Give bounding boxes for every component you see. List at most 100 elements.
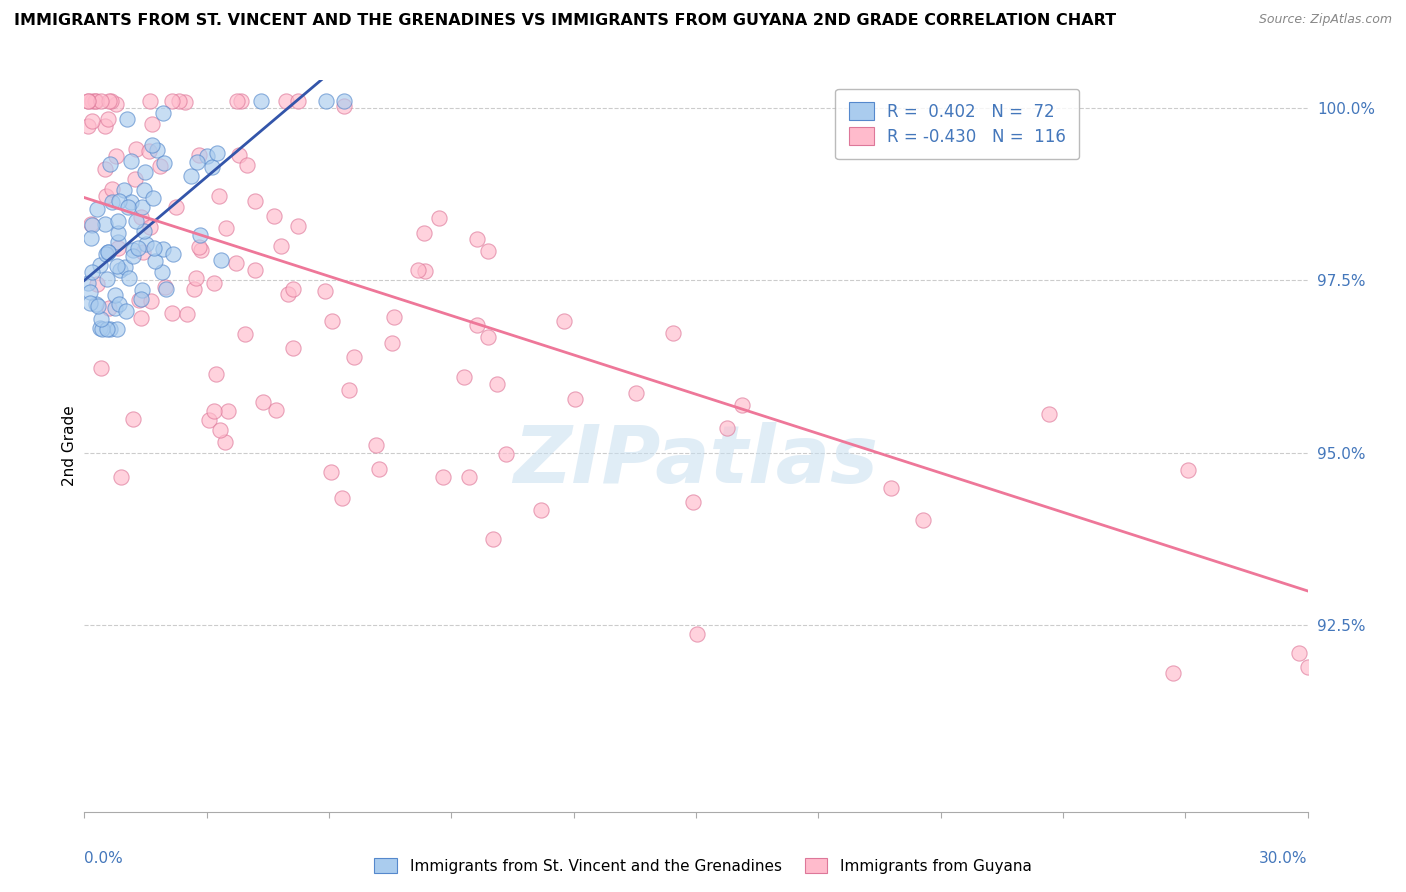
Point: [1296, 659, 1319, 673]
Point: [79, 285, 101, 299]
Point: [252, 395, 274, 409]
Point: [367, 461, 389, 475]
Point: [94, 217, 117, 231]
Point: [250, 94, 273, 108]
Point: [84, 296, 107, 310]
Point: [225, 255, 247, 269]
Point: [283, 283, 305, 297]
Point: [86, 299, 108, 313]
Point: [96, 321, 118, 335]
Point: [98, 94, 121, 108]
Point: [77, 94, 100, 108]
Point: [79, 217, 101, 231]
Point: [314, 284, 336, 298]
Text: IMMIGRANTS FROM ST. VINCENT AND THE GRENADINES VS IMMIGRANTS FROM GUYANA 2ND GRA: IMMIGRANTS FROM ST. VINCENT AND THE GREN…: [14, 13, 1116, 29]
Point: [84, 94, 107, 108]
Point: [125, 142, 148, 156]
Point: [139, 293, 162, 308]
Point: [152, 106, 174, 120]
Point: [135, 236, 157, 251]
Point: [91, 321, 114, 335]
Point: [225, 94, 247, 108]
Point: [97, 112, 120, 126]
Point: [134, 224, 156, 238]
Point: [228, 148, 250, 162]
Text: 30.0%: 30.0%: [1260, 851, 1308, 865]
Point: [188, 148, 211, 162]
Point: [98, 157, 121, 171]
Point: [477, 330, 499, 344]
Point: [134, 165, 156, 179]
Point: [141, 117, 163, 131]
Point: [270, 239, 292, 253]
Point: [131, 310, 153, 325]
Point: [319, 465, 342, 479]
Point: [880, 481, 903, 495]
Point: [263, 209, 285, 223]
Point: [686, 626, 709, 640]
Point: [114, 183, 136, 197]
Point: [138, 144, 160, 158]
Point: [188, 240, 211, 254]
Point: [90, 360, 112, 375]
Point: [114, 260, 136, 274]
Point: [198, 412, 221, 426]
Point: [217, 404, 239, 418]
Point: [1038, 408, 1060, 422]
Point: [553, 314, 575, 328]
Point: [287, 94, 309, 108]
Point: [162, 247, 184, 261]
Point: [131, 200, 153, 214]
Point: [107, 227, 129, 241]
Point: [174, 95, 197, 109]
Point: [209, 253, 232, 268]
Point: [143, 241, 166, 255]
Point: [176, 307, 198, 321]
Point: [128, 293, 150, 307]
Point: [104, 301, 127, 315]
Point: [79, 231, 101, 245]
Point: [84, 94, 107, 108]
Point: [413, 264, 436, 278]
Point: [624, 385, 647, 400]
Point: [101, 194, 124, 209]
Point: [364, 438, 387, 452]
Point: [117, 200, 139, 214]
Point: [90, 312, 112, 326]
Point: [122, 411, 145, 425]
Point: [160, 94, 183, 108]
Point: [82, 218, 104, 232]
Legend: Immigrants from St. Vincent and the Grenadines, Immigrants from Guyana: Immigrants from St. Vincent and the Gren…: [368, 852, 1038, 880]
Point: [152, 242, 174, 256]
Point: [1288, 646, 1310, 660]
Point: [264, 402, 287, 417]
Point: [122, 243, 145, 257]
Point: [94, 246, 117, 260]
Point: [188, 227, 211, 242]
Point: [129, 210, 152, 224]
Point: [129, 292, 152, 306]
Point: [108, 263, 131, 277]
Point: [139, 94, 162, 108]
Point: [197, 149, 219, 163]
Point: [86, 202, 108, 217]
Point: [120, 153, 142, 168]
Point: [233, 326, 256, 341]
Point: [184, 270, 207, 285]
Point: [132, 244, 155, 259]
Point: [1161, 665, 1184, 680]
Point: [107, 241, 129, 255]
Point: [243, 194, 266, 208]
Point: [115, 112, 138, 126]
Point: [89, 321, 111, 335]
Point: [205, 367, 228, 381]
Point: [118, 271, 141, 285]
Point: [90, 94, 112, 108]
Point: [465, 231, 488, 245]
Point: [427, 211, 450, 225]
Point: [105, 321, 128, 335]
Point: [94, 119, 117, 133]
Point: [465, 318, 488, 333]
Point: [315, 94, 337, 108]
Point: [214, 434, 236, 449]
